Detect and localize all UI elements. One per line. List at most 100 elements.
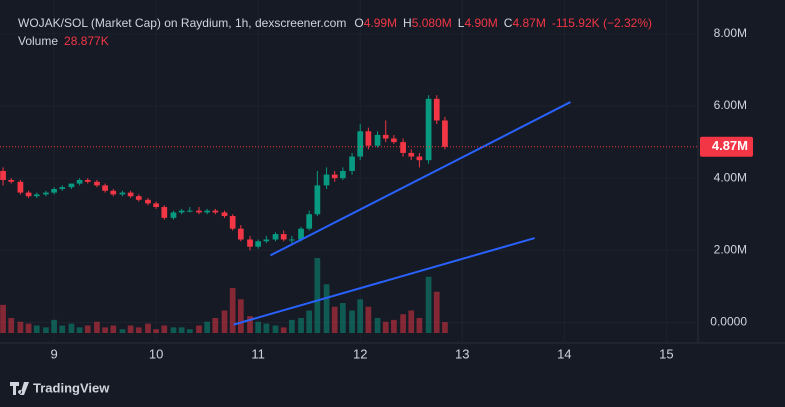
candle-body [110,190,117,195]
volume-bar [382,321,389,333]
volume-bar [170,327,177,333]
candle-body [323,174,330,186]
x-tick-label: 14 [557,346,571,361]
candle-body [186,210,193,212]
volume-bar [365,306,372,333]
volume-bar [323,284,330,333]
candle-body [127,192,134,197]
x-tick-label: 15 [659,346,673,361]
volume-value: 28.877K [64,34,109,48]
x-tick-label: 13 [455,346,469,361]
candle-body [382,134,389,139]
brand-name: TradingView [33,380,110,395]
x-tick-label: 11 [251,346,265,361]
x-tick-label: 12 [353,346,367,361]
candle-body [442,120,448,147]
volume-bar [102,327,108,333]
volume-bar [119,329,126,333]
last-price-label: 4.87M [712,138,748,153]
volume-bar [357,299,364,333]
candle-body [357,131,364,157]
candle-body [340,170,346,179]
candle-body [145,199,151,204]
candle-body [272,234,279,240]
ohlc-value: 4.90M [464,16,497,30]
volume-bar [306,310,313,333]
brand: TradingView [10,380,110,395]
volume-bar [59,325,66,333]
volume-bar [263,323,270,333]
volume-bar [94,321,100,333]
volume-bar [161,325,168,333]
candle-body [221,212,228,217]
volume-bar [196,325,202,333]
candle-body [288,239,295,241]
candle-body [153,203,159,208]
volume-bar [247,316,253,333]
candle-body [25,192,32,197]
volume-bar [145,323,151,333]
volume-bar [349,310,355,333]
y-tick-label: 4.00M [714,170,747,184]
candle-body [102,185,108,191]
volume-bar [153,329,159,333]
ohlc-value: 4.87M [512,16,545,30]
volume-bar [17,321,24,333]
ohlc-key: O [354,16,363,30]
volume-bar [25,323,32,333]
volume-bar [68,323,75,333]
volume-bar [127,325,134,333]
candle-body [365,131,372,146]
volume-bar [433,291,440,333]
plot-area [0,95,698,333]
volume-bar [442,322,448,333]
candle-body [391,138,397,143]
candle-body [119,192,126,195]
candle-body [170,212,177,218]
volume-bar [135,327,142,333]
volume-bar [416,318,423,333]
candle-body [43,192,49,195]
candle-body [94,181,100,186]
y-tick-label: 0.0000 [710,315,747,329]
candle-body [68,183,75,188]
candle-body [408,152,415,157]
trend-line [269,101,571,257]
candle-body [229,216,236,229]
volume-bar [280,327,287,333]
candle-body [255,241,262,247]
candle-body [204,210,211,213]
candle-body [349,156,355,171]
volume-bar [178,327,185,333]
ohlc-key: L [458,16,465,30]
volume-label: Volume [18,34,58,48]
candle-body [374,134,381,146]
candle-body [135,196,142,200]
candle-body [331,174,338,179]
candle-body [17,181,24,193]
last-price-box [700,136,753,157]
candle-body [161,207,168,218]
volume-bar [255,321,262,333]
ohlc-key: C [504,16,513,30]
volume-bar [272,325,279,333]
candle-body [51,188,57,193]
candle-body [178,210,185,213]
trend-line [233,237,536,326]
chart-title: WOJAK/SOL (Market Cap) on Raydium, 1h, d… [18,16,346,30]
candle-body [59,187,66,189]
candle-body [212,210,219,213]
legend: WOJAK/SOL (Market Cap) on Raydium, 1h, d… [18,16,652,48]
volume-bar [331,306,338,333]
volume-bar [84,325,91,333]
volume-bar [221,310,228,333]
volume-bar [51,319,57,333]
volume-bar [408,310,415,333]
candle-body [280,234,287,240]
volume-bar [391,319,397,333]
change: -115.92K (−2.32%) [552,16,652,30]
volume-bar [212,318,219,333]
y-tick-label: 6.00M [714,98,747,112]
